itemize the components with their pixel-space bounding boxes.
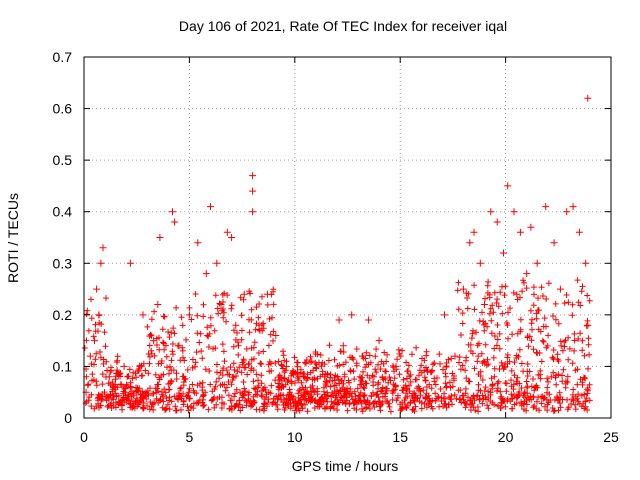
data-point [510,208,518,216]
data-point [126,259,134,267]
data-point [232,321,240,329]
data-point [527,223,535,231]
data-point [223,228,231,236]
data-point [487,208,495,216]
data-point [272,332,280,339]
plot-frame [83,56,612,419]
data-point [86,352,94,360]
data-point [213,259,221,267]
data-point [466,239,474,247]
data-point [185,311,193,319]
dense-scatter-layer [81,277,593,415]
data-point [249,187,257,195]
data-point [407,378,415,386]
x-tick-label: 25 [603,429,619,445]
data-point [470,228,478,236]
x-tick-labels: 0 5 10 15 20 25 [80,429,619,445]
x-tick-label: 10 [287,429,303,445]
data-point [171,218,179,226]
data-point [150,337,158,345]
data-point [249,172,257,180]
x-tick-label: 15 [392,429,408,445]
y-tick-label: 0.1 [53,358,73,374]
data-point [339,342,347,350]
x-axis-label: GPS time / hours [292,458,399,474]
data-point [441,311,448,319]
data-point [202,270,210,278]
data-point [91,337,98,345]
data-point [500,249,507,257]
y-tick-labels: 0 0.1 0.2 0.3 0.4 0.5 0.6 0.7 [53,49,73,426]
data-point [249,208,257,216]
data-point [542,203,550,211]
data-point [169,208,176,216]
data-point [533,259,541,267]
data-point [99,244,107,252]
y-axis-label: ROTI / TECUs [5,193,21,283]
y-tick-label: 0.4 [53,204,73,220]
data-point [582,259,590,267]
data-point [228,234,236,241]
data-point [139,311,147,319]
y-tick-label: 0.3 [53,255,73,271]
data-point [120,362,128,370]
data-point [504,182,512,190]
chart-title: Day 106 of 2021, Rate Of TEC Index for r… [179,18,507,34]
data-point [563,208,571,216]
data-point [154,301,162,308]
y-tick-label: 0.6 [53,101,73,117]
data-point [556,285,564,293]
data-point [516,228,524,236]
scatter-cloud [81,277,593,415]
data-point [93,285,101,293]
data-point [365,316,373,324]
data-point [375,337,383,345]
data-point [207,203,214,211]
x-tick-label: 20 [498,429,514,445]
y-tick-label: 0.7 [53,49,73,65]
y-tick-label: 0.2 [53,307,73,323]
data-point [569,203,577,211]
data-point [575,228,583,236]
data-point [584,94,592,102]
data-point [459,285,467,293]
data-point [308,357,316,365]
data-point [335,316,343,324]
data-point [451,352,459,360]
data-point [194,239,202,247]
data-point [348,311,356,319]
data-point [550,239,558,247]
data-point [523,270,531,278]
data-point [476,259,484,267]
axis-ticks [83,56,612,419]
data-point [240,290,248,298]
y-tick-label: 0 [64,410,72,426]
data-point [97,259,105,267]
x-tick-label: 5 [186,429,194,445]
data-point [493,218,501,226]
data-point [481,301,488,308]
y-tick-label: 0.5 [53,152,73,168]
x-tick-label: 0 [80,429,88,445]
data-point [156,234,164,241]
